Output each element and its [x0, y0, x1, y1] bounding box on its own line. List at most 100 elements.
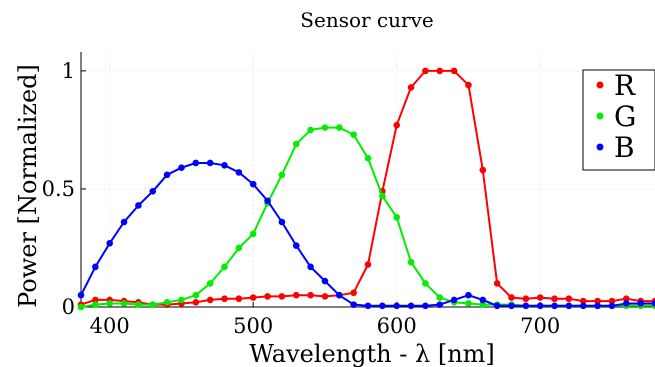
data-point-b	[106, 239, 113, 247]
data-point-r	[235, 295, 243, 303]
y-tick-label: 0	[62, 295, 75, 319]
series-line-b	[80, 162, 655, 307]
data-point-g	[120, 300, 128, 307]
data-point-b	[192, 159, 200, 167]
data-point-b	[450, 296, 458, 304]
legend-box	[582, 69, 655, 171]
data-point-b	[594, 302, 601, 310]
data-point-b	[307, 263, 314, 271]
data-point-b	[264, 197, 271, 205]
data-point-g	[235, 244, 243, 252]
y-ticks: 00.51	[42, 59, 86, 319]
legend-label-g: G	[614, 100, 636, 133]
series-b	[77, 159, 655, 310]
data-point-r	[321, 293, 329, 300]
x-tick-label: 500	[233, 314, 273, 338]
data-point-r	[450, 67, 458, 75]
data-point-b	[651, 300, 655, 307]
x-tick-label: 600	[377, 314, 417, 338]
data-point-r	[350, 289, 357, 297]
data-point-b	[436, 301, 444, 308]
data-point-r	[436, 67, 444, 75]
data-point-r	[493, 280, 501, 287]
series-layer	[77, 67, 655, 311]
data-point-g	[379, 192, 386, 200]
data-point-b	[77, 291, 85, 299]
data-point-b	[551, 302, 558, 310]
legend: RGB	[582, 69, 655, 171]
data-point-r	[623, 295, 630, 303]
data-point-g	[135, 301, 142, 308]
data-point-b	[493, 302, 501, 310]
data-point-b	[221, 162, 228, 169]
data-point-b	[350, 301, 357, 308]
data-point-b	[206, 159, 214, 167]
data-point-b	[178, 164, 185, 171]
data-point-b	[249, 180, 257, 188]
data-point-r	[192, 298, 200, 306]
data-point-b	[465, 291, 472, 299]
data-point-g	[364, 154, 372, 162]
data-point-r	[465, 81, 472, 89]
data-point-r	[551, 295, 558, 303]
data-point-b	[336, 291, 343, 299]
data-point-g	[336, 124, 343, 131]
data-point-b	[379, 302, 386, 310]
legend-label-b: B	[614, 131, 635, 164]
data-point-b	[479, 296, 487, 304]
data-point-b	[579, 302, 587, 310]
data-point-r	[249, 294, 257, 301]
data-point-g	[321, 124, 329, 131]
data-point-b	[278, 218, 286, 226]
series-r	[77, 67, 655, 308]
data-point-g	[92, 301, 99, 308]
x-axis-label: Wavelength - λ [nm]	[249, 340, 495, 367]
legend-label-r: R	[614, 69, 636, 102]
data-point-g	[206, 280, 214, 287]
series-line-g	[80, 126, 655, 308]
data-point-r	[579, 297, 587, 305]
data-point-g	[465, 300, 472, 307]
data-point-r	[221, 295, 228, 303]
data-point-r	[608, 297, 616, 305]
data-point-r	[292, 291, 300, 299]
data-point-g	[278, 171, 286, 179]
data-point-b	[292, 242, 300, 249]
data-point-r	[522, 295, 530, 303]
data-point-g	[422, 280, 429, 287]
data-point-r	[264, 293, 271, 300]
data-point-b	[393, 302, 401, 310]
x-tick-label: 400	[90, 314, 130, 338]
y-tick-label: 1	[62, 59, 75, 83]
data-point-g	[249, 230, 257, 238]
data-point-r	[364, 261, 372, 268]
data-point-b	[623, 300, 630, 307]
data-point-b	[321, 277, 329, 285]
data-point-g	[221, 263, 228, 271]
data-point-g	[149, 301, 157, 308]
data-point-g	[436, 294, 444, 301]
data-point-b	[407, 302, 415, 310]
data-point-g	[307, 126, 314, 134]
data-point-g	[393, 213, 401, 221]
data-point-g	[106, 300, 113, 307]
data-point-b	[92, 263, 99, 271]
x-tick-label: 700	[520, 314, 560, 338]
data-point-g	[192, 291, 200, 299]
data-point-g	[350, 131, 357, 138]
series-g	[77, 124, 655, 311]
data-point-r	[536, 294, 544, 301]
data-point-b	[149, 188, 157, 195]
data-point-r	[479, 166, 487, 174]
series-line-r	[80, 69, 655, 306]
data-point-b	[565, 302, 573, 310]
data-point-r	[407, 84, 415, 91]
data-point-b	[120, 218, 128, 226]
data-point-g	[292, 140, 300, 148]
data-point-b	[608, 302, 616, 310]
data-point-g	[77, 303, 85, 311]
data-point-b	[508, 302, 515, 310]
legend-marker-g	[596, 112, 604, 120]
data-point-r	[594, 297, 601, 305]
